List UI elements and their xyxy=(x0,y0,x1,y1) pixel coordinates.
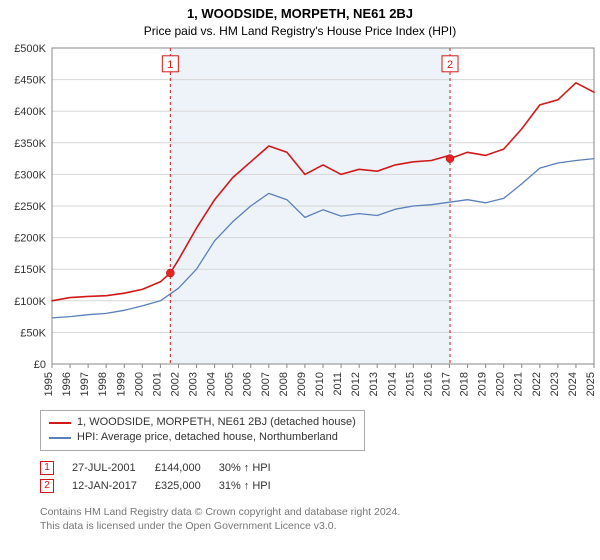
x-tick-label: 2004 xyxy=(206,372,218,396)
x-tick-label: 2001 xyxy=(151,372,163,396)
y-tick-label: £500K xyxy=(14,43,46,55)
subtitle: Price paid vs. HM Land Registry's House … xyxy=(0,21,600,42)
licence-line-1: Contains HM Land Registry data © Crown c… xyxy=(40,505,592,519)
licence-footer: Contains HM Land Registry data © Crown c… xyxy=(40,505,592,533)
figure-container: 1, WOODSIDE, MORPETH, NE61 2BJ Price pai… xyxy=(0,0,600,560)
x-tick-label: 2005 xyxy=(224,372,236,396)
marker-label-1: 1 xyxy=(167,59,173,71)
chart-area: £0 £50K £100K £150K £200K £250K £300K £350K £400… xyxy=(0,42,600,402)
legend-label: HPI: Average price, detached house, Nort… xyxy=(77,430,338,445)
y-tick-label: £300K xyxy=(14,169,46,181)
x-tick-label: 2017 xyxy=(440,372,452,396)
y-tick-label: £400K xyxy=(14,106,46,118)
y-tick-label: £250K xyxy=(14,201,46,213)
x-tick-label: 2022 xyxy=(531,372,543,396)
x-tick-label: 2006 xyxy=(242,372,254,396)
y-tick-label: £350K xyxy=(14,138,46,150)
x-tick-label: 2018 xyxy=(459,372,471,396)
y-tick-label: £50K xyxy=(20,327,46,339)
x-tick-label: 2014 xyxy=(386,372,398,396)
x-tick-label: 2024 xyxy=(567,372,579,396)
x-tick-label: 2020 xyxy=(495,372,507,396)
x-tick-label: 2016 xyxy=(422,372,434,396)
y-tick-label: £100K xyxy=(14,296,46,308)
marker-row-date: 27-JUL-2001 xyxy=(72,459,155,477)
marker-row-pct: 31% ↑ HPI xyxy=(219,477,289,495)
x-tick-label: 1998 xyxy=(97,372,109,396)
x-tick-label: 2007 xyxy=(260,372,272,396)
x-tick-label: 2013 xyxy=(368,372,380,396)
marker-row-price: £325,000 xyxy=(155,477,219,495)
marker-row: 1 27-JUL-2001£144,00030% ↑ HPI xyxy=(40,459,289,477)
x-tick-label: 1997 xyxy=(79,372,91,396)
marker-row-box: 1 xyxy=(40,461,54,475)
marker-row-date: 12-JAN-2017 xyxy=(72,477,155,495)
marker-row-price: £144,000 xyxy=(155,459,219,477)
title: 1, WOODSIDE, MORPETH, NE61 2BJ xyxy=(0,0,600,21)
legend-swatch xyxy=(49,437,71,439)
marker-table: 1 27-JUL-2001£144,00030% ↑ HPI 2 12-JAN-201… xyxy=(40,459,592,495)
x-tick-label: 1996 xyxy=(61,372,73,396)
y-tick-label: £0 xyxy=(34,359,46,371)
x-tick-label: 2002 xyxy=(169,372,181,396)
x-tick-label: 2011 xyxy=(332,372,344,396)
x-tick-label: 2009 xyxy=(296,372,308,396)
marker-dot-1 xyxy=(166,269,174,277)
marker-row: 2 12-JAN-2017£325,00031% ↑ HPI xyxy=(40,477,289,495)
x-tick-label: 2000 xyxy=(133,372,145,396)
x-tick-label: 2010 xyxy=(314,372,326,396)
legend-swatch xyxy=(49,422,71,424)
licence-line-2: This data is licensed under the Open Gov… xyxy=(40,519,592,533)
y-tick-label: £150K xyxy=(14,264,46,276)
legend-row: HPI: Average price, detached house, Nort… xyxy=(49,430,356,445)
legend: 1, WOODSIDE, MORPETH, NE61 2BJ (detached… xyxy=(40,410,365,451)
chart-svg: £0 £50K £100K £150K £200K £250K £300K £350K £400… xyxy=(0,42,600,402)
y-tick-label: £200K xyxy=(14,233,46,245)
y-tick-label: £450K xyxy=(14,75,46,87)
x-tick-label: 1999 xyxy=(115,372,127,396)
marker-dot-2 xyxy=(446,155,454,163)
legend-row: 1, WOODSIDE, MORPETH, NE61 2BJ (detached… xyxy=(49,415,356,430)
x-tick-label: 2008 xyxy=(278,372,290,396)
marker-row-pct: 30% ↑ HPI xyxy=(219,459,289,477)
x-tick-label: 2015 xyxy=(404,372,416,396)
marker-row-box: 2 xyxy=(40,479,54,493)
x-tick-label: 2021 xyxy=(513,372,525,396)
x-tick-label: 2023 xyxy=(549,372,561,396)
marker-label-2: 2 xyxy=(447,59,453,71)
x-tick-label: 2025 xyxy=(585,372,597,396)
x-tick-label: 2019 xyxy=(477,372,489,396)
x-tick-label: 2003 xyxy=(188,372,200,396)
legend-label: 1, WOODSIDE, MORPETH, NE61 2BJ (detached… xyxy=(77,415,356,430)
x-tick-label: 2012 xyxy=(350,372,362,396)
x-tick-label: 1995 xyxy=(43,372,55,396)
